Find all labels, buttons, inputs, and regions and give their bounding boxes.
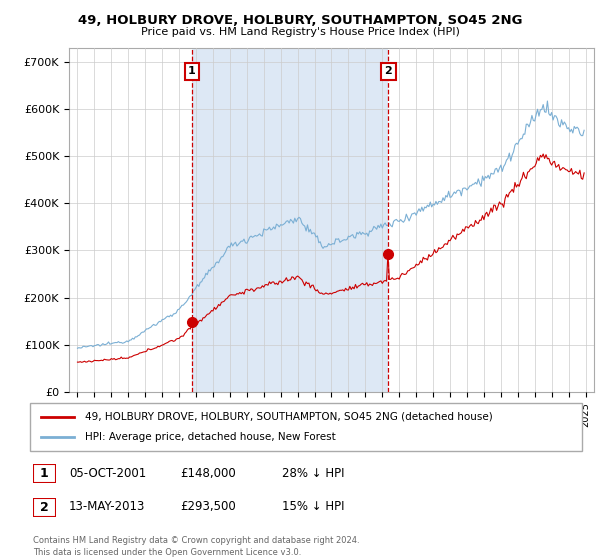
Bar xyxy=(192,48,388,392)
Text: £293,500: £293,500 xyxy=(180,500,236,514)
Text: 15% ↓ HPI: 15% ↓ HPI xyxy=(282,500,344,514)
Text: 49, HOLBURY DROVE, HOLBURY, SOUTHAMPTON, SO45 2NG (detached house): 49, HOLBURY DROVE, HOLBURY, SOUTHAMPTON,… xyxy=(85,412,493,422)
Text: £148,000: £148,000 xyxy=(180,466,236,480)
Text: 1: 1 xyxy=(40,467,49,480)
Text: 2: 2 xyxy=(40,501,49,514)
FancyBboxPatch shape xyxy=(33,498,56,517)
Text: 2: 2 xyxy=(385,66,392,76)
Text: HPI: Average price, detached house, New Forest: HPI: Average price, detached house, New … xyxy=(85,432,336,442)
Text: 49, HOLBURY DROVE, HOLBURY, SOUTHAMPTON, SO45 2NG: 49, HOLBURY DROVE, HOLBURY, SOUTHAMPTON,… xyxy=(78,14,522,27)
Text: 13-MAY-2013: 13-MAY-2013 xyxy=(69,500,145,514)
Text: 05-OCT-2001: 05-OCT-2001 xyxy=(69,466,146,480)
Text: 28% ↓ HPI: 28% ↓ HPI xyxy=(282,466,344,480)
FancyBboxPatch shape xyxy=(30,403,582,451)
Text: Contains HM Land Registry data © Crown copyright and database right 2024.
This d: Contains HM Land Registry data © Crown c… xyxy=(33,536,359,557)
Text: Price paid vs. HM Land Registry's House Price Index (HPI): Price paid vs. HM Land Registry's House … xyxy=(140,27,460,37)
Text: 1: 1 xyxy=(188,66,196,76)
FancyBboxPatch shape xyxy=(33,464,56,483)
